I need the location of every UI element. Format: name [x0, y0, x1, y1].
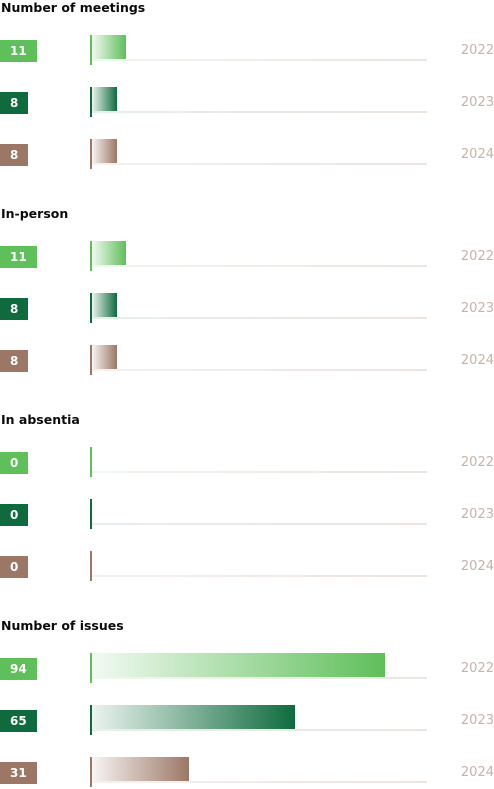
- bar-baseline: [92, 265, 427, 267]
- bar-row-2024: 0 2024: [0, 551, 494, 581]
- year-label: 2022: [460, 249, 494, 264]
- value-label: 8: [0, 144, 29, 166]
- bar-2022: [92, 35, 127, 59]
- bar-baseline: [92, 677, 427, 679]
- bar-baseline: [92, 59, 427, 61]
- bar-track: [90, 35, 427, 65]
- bar-baseline: [92, 781, 427, 783]
- bar-row-2022: 94 2022: [0, 653, 494, 683]
- year-label: 2023: [460, 507, 494, 522]
- bar-2024: [92, 345, 117, 369]
- value-label: 0: [0, 504, 29, 526]
- bar-start-tick: [90, 87, 92, 117]
- bar-row-2024: 8 2024: [0, 139, 494, 169]
- chart-title: Number of issues: [1, 618, 124, 633]
- value-label: 8: [0, 298, 29, 320]
- bar-start-tick: [90, 447, 92, 477]
- chart-title: Number of meetings: [1, 0, 146, 15]
- value-label: 65: [0, 710, 37, 732]
- bar-track: [90, 241, 427, 271]
- bar-baseline: [92, 317, 427, 319]
- bar-track: [90, 757, 427, 787]
- bar-row-2023: 8 2023: [0, 87, 494, 117]
- bar-track: [90, 705, 427, 735]
- bar-baseline: [92, 729, 427, 731]
- bar-2023: [92, 87, 117, 111]
- bar-track: [90, 499, 427, 529]
- value-label: 0: [0, 452, 29, 474]
- year-label: 2024: [460, 559, 494, 574]
- bar-2022: [92, 241, 127, 265]
- year-label: 2023: [460, 713, 494, 728]
- bar-2022: [92, 653, 386, 677]
- bar-track: [90, 551, 427, 581]
- bar-row-2023: 0 2023: [0, 499, 494, 529]
- year-label: 2024: [460, 765, 494, 780]
- bar-row-2022: 11 2022: [0, 241, 494, 271]
- bar-track: [90, 139, 427, 169]
- bar-baseline: [92, 369, 427, 371]
- bar-row-2023: 8 2023: [0, 293, 494, 323]
- bar-track: [90, 653, 427, 683]
- bar-row-2024: 31 2024: [0, 757, 494, 787]
- year-label: 2023: [460, 95, 494, 110]
- bar-start-tick: [90, 139, 92, 169]
- bar-start-tick: [90, 653, 92, 683]
- year-label: 2024: [460, 147, 494, 162]
- year-label: 2024: [460, 353, 494, 368]
- bar-baseline: [92, 575, 427, 577]
- value-label: 11: [0, 40, 37, 62]
- bar-track: [90, 293, 427, 323]
- bar-baseline: [92, 111, 427, 113]
- value-label: 8: [0, 92, 29, 114]
- bar-2024: [92, 757, 189, 781]
- year-label: 2022: [460, 455, 494, 470]
- value-label: 94: [0, 658, 37, 680]
- bar-row-2022: 0 2022: [0, 447, 494, 477]
- bar-start-tick: [90, 241, 92, 271]
- bar-row-2023: 65 2023: [0, 705, 494, 735]
- bar-start-tick: [90, 35, 92, 65]
- bar-2023: [92, 293, 117, 317]
- bar-track: [90, 447, 427, 477]
- bar-start-tick: [90, 499, 92, 529]
- bar-2023: [92, 705, 295, 729]
- year-label: 2022: [460, 43, 494, 58]
- bar-start-tick: [90, 345, 92, 375]
- bar-baseline: [92, 471, 427, 473]
- chart-title: In-person: [1, 206, 69, 221]
- bar-row-2022: 11 2022: [0, 35, 494, 65]
- bar-track: [90, 87, 427, 117]
- chart-title: In absentia: [1, 412, 80, 427]
- bar-start-tick: [90, 757, 92, 787]
- bar-start-tick: [90, 551, 92, 581]
- bar-baseline: [92, 523, 427, 525]
- bar-track: [90, 345, 427, 375]
- value-label: 31: [0, 762, 37, 784]
- value-label: 8: [0, 350, 29, 372]
- value-label: 0: [0, 556, 29, 578]
- value-label: 11: [0, 246, 37, 268]
- bar-start-tick: [90, 705, 92, 735]
- year-label: 2022: [460, 661, 494, 676]
- bar-baseline: [92, 163, 427, 165]
- bar-start-tick: [90, 293, 92, 323]
- bar-row-2024: 8 2024: [0, 345, 494, 375]
- year-label: 2023: [460, 301, 494, 316]
- bar-2024: [92, 139, 117, 163]
